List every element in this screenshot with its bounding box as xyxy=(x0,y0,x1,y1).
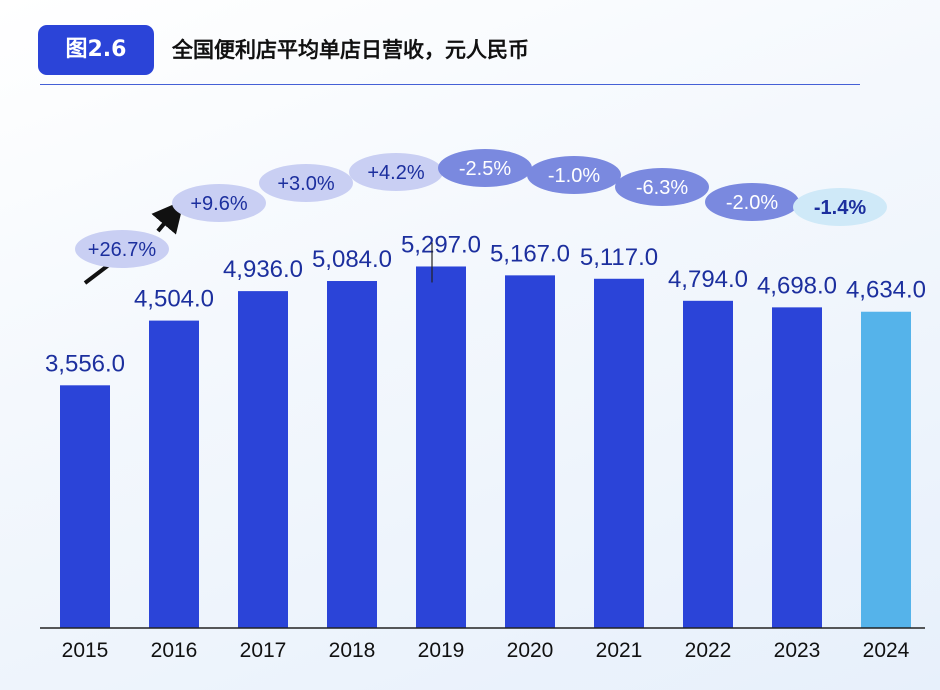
growth-pill-2 xyxy=(172,184,266,222)
x-tick-2020: 2020 xyxy=(507,639,554,662)
growth-label-4: +4.2% xyxy=(367,162,424,184)
x-tick-2023: 2023 xyxy=(774,639,821,662)
bar-2023 xyxy=(772,307,822,628)
bar-2016 xyxy=(149,320,199,628)
growth-pill-5 xyxy=(438,149,532,187)
value-label-2015: 3,556.0 xyxy=(45,350,125,377)
growth-pill-8 xyxy=(705,183,799,221)
growth-label-6: -1.0% xyxy=(548,165,600,187)
bar-2024 xyxy=(861,311,911,628)
value-label-2023: 4,698.0 xyxy=(757,272,837,299)
x-tick-2022: 2022 xyxy=(685,639,732,662)
bar-2017 xyxy=(238,291,288,628)
growth-pill-6 xyxy=(527,156,621,194)
value-label-2020: 5,167.0 xyxy=(490,240,570,267)
value-label-2018: 5,084.0 xyxy=(312,246,392,273)
bar-2019 xyxy=(416,266,466,628)
value-label-2024: 4,634.0 xyxy=(846,277,926,304)
x-tick-2018: 2018 xyxy=(329,639,376,662)
x-tick-2021: 2021 xyxy=(596,639,643,662)
growth-pill-7 xyxy=(615,168,709,206)
x-tick-2015: 2015 xyxy=(62,639,109,662)
bar-2022 xyxy=(683,300,733,628)
x-tick-2017: 2017 xyxy=(240,639,287,662)
growth-label-9: -1.4% xyxy=(814,197,866,219)
growth-pill-1 xyxy=(75,230,169,268)
x-tick-2016: 2016 xyxy=(151,639,198,662)
bar-2015 xyxy=(60,385,110,628)
value-label-2016: 4,504.0 xyxy=(134,286,214,313)
figure-badge: 图2.6 xyxy=(38,25,154,75)
growth-label-2: +9.6% xyxy=(190,193,247,215)
title-divider xyxy=(40,84,860,85)
growth-label-5: -2.5% xyxy=(459,158,511,180)
value-label-2019: 5,297.0 xyxy=(401,231,481,258)
value-label-2017: 4,936.0 xyxy=(223,256,303,283)
trend-arrow-icon xyxy=(151,199,185,235)
growth-label-7: -6.3% xyxy=(636,177,688,199)
value-label-2021: 5,117.0 xyxy=(580,244,658,271)
bar-2021 xyxy=(594,278,644,628)
x-tick-2019: 2019 xyxy=(418,639,465,662)
growth-pill-9 xyxy=(793,188,887,226)
growth-label-3: +3.0% xyxy=(277,173,334,195)
growth-label-8: -2.0% xyxy=(726,192,778,214)
value-label-2022: 4,794.0 xyxy=(668,266,748,293)
x-tick-2024: 2024 xyxy=(863,639,910,662)
bar-2018 xyxy=(327,281,377,628)
bar-2020 xyxy=(505,275,555,628)
chart-title: 全国便利店平均单店日营收，元人民币 xyxy=(172,38,529,62)
growth-pill-4 xyxy=(349,153,443,191)
growth-label-1: +26.7% xyxy=(88,239,157,261)
growth-pill-3 xyxy=(259,164,353,202)
